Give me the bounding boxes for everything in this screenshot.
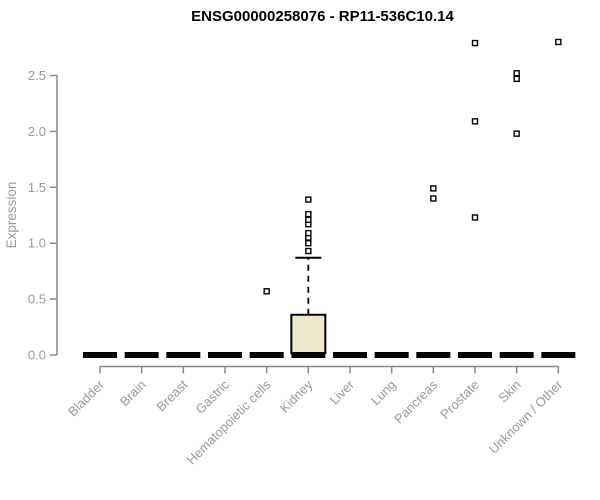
y-tick-label: 0.0 (28, 348, 46, 363)
x-category-label: Bladder (65, 377, 108, 420)
x-category-label: Skin (495, 377, 523, 405)
x-category-label: Liver (327, 377, 358, 408)
chart-title: ENSG00000258076 - RP11-536C10.14 (191, 8, 454, 25)
median-line (291, 352, 326, 358)
median-line (374, 352, 409, 358)
outlier-point (471, 39, 479, 47)
median-line (333, 352, 368, 358)
outlier-point (305, 210, 312, 218)
y-tick-label: 2.5 (28, 68, 46, 83)
x-category-label: Gastric (192, 377, 232, 417)
outlier-point (430, 195, 437, 202)
x-category-label: Lung (368, 377, 399, 408)
outlier-point (555, 38, 562, 46)
median-line (208, 352, 243, 358)
outlier-point (513, 70, 520, 77)
y-tick-label: 1.0 (28, 236, 46, 251)
outlier-point (513, 130, 520, 137)
median-line (249, 352, 284, 358)
median-line (499, 352, 534, 358)
median-line (416, 352, 451, 358)
x-category-label: Kidney (277, 377, 316, 416)
outlier-point (305, 247, 312, 255)
outlier-point (430, 185, 437, 192)
outlier-point (305, 196, 312, 203)
median-line (541, 352, 576, 358)
outlier-point (305, 216, 312, 223)
x-category-label: Unknown / Other (486, 377, 566, 457)
median-line (124, 352, 159, 358)
x-category-label: Breast (153, 377, 190, 414)
x-category-label: Prostate (437, 377, 482, 422)
outlier-point (305, 239, 312, 247)
outlier-point (513, 75, 520, 83)
y-tick-label: 1.5 (28, 180, 46, 195)
x-category-label: Pancreas (391, 377, 441, 427)
outlier-point (471, 118, 479, 125)
median-line (458, 352, 493, 358)
y-tick-label: 0.5 (28, 292, 46, 307)
y-tick-label: 2.0 (28, 124, 46, 139)
x-category-label: Brain (117, 377, 149, 409)
median-line (83, 352, 117, 358)
median-line (166, 352, 201, 358)
outlier-point (305, 229, 312, 237)
outlier-point (471, 214, 479, 221)
box (290, 313, 327, 355)
outlier-point (263, 288, 270, 295)
